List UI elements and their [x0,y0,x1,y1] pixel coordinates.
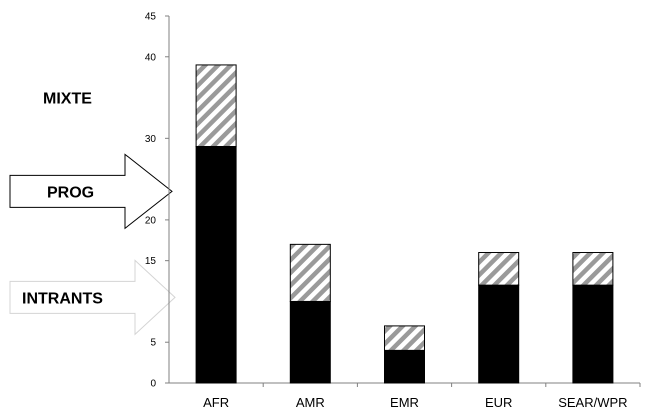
bar-segment-1 [572,284,614,384]
arrow-shape [9,153,173,230]
bar-segment-1 [384,349,425,384]
bar-segment-2 [478,252,520,286]
annotation-label: INTRANTS [22,290,103,307]
x-tick-label: AFR [203,395,229,410]
y-tick-label: 45 [145,12,157,23]
y-tick-label: 40 [145,52,157,63]
y-tick-label: 30 [145,134,157,145]
x-tick-label: EUR [485,395,512,410]
bar-segment-1 [478,284,520,384]
x-tick-label: SEAR/WPR [558,395,627,410]
arrow-shape [9,259,176,336]
bar-segment-2 [289,243,331,302]
y-tick-label: 0 [150,379,156,390]
y-tick-label: 15 [145,256,157,267]
bar-segment-2 [384,325,425,351]
y-tick-label: 20 [145,215,157,226]
bar-segment-2 [572,252,614,286]
bar-segment-1 [195,145,237,384]
x-tick-label: EMR [390,395,419,410]
annotation-label: MIXTE [43,91,92,108]
bar-segment-2 [195,64,237,147]
x-tick-label: AMR [296,395,325,410]
bar-segment-1 [289,300,331,384]
y-tick-label: 5 [150,338,156,349]
annotation-label: PROG [47,184,94,201]
